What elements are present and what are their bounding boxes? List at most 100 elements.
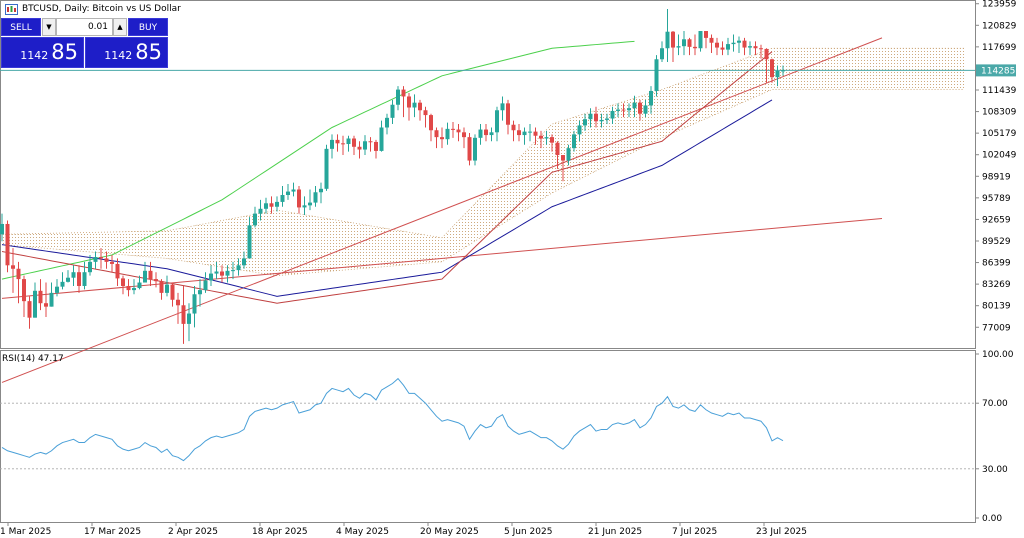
candle-body [313, 192, 318, 203]
buy-price-small: 1142 [104, 49, 133, 62]
current-price-tag [976, 64, 1016, 77]
volume-input[interactable]: 0.01 [56, 18, 113, 36]
candle-body [539, 135, 543, 139]
candle-body [676, 46, 681, 48]
candle-body [264, 203, 268, 209]
price-tick-label: 105179 [982, 129, 1017, 139]
candle-body [418, 102, 422, 111]
candle-body [511, 124, 516, 131]
price-tick-label: 120829 [982, 21, 1017, 31]
candle-body [374, 141, 378, 151]
candle-body [720, 47, 725, 50]
price-tick-label: 83269 [982, 280, 1011, 290]
candle-body [407, 96, 411, 108]
candle-body [544, 137, 549, 139]
candle-body [588, 113, 593, 120]
candle-body [357, 146, 362, 150]
candle-body [737, 40, 741, 43]
candle-body [154, 279, 158, 282]
candle-body [214, 271, 219, 274]
candle-body [616, 109, 620, 111]
sell-price[interactable]: 1142 85 [1, 37, 84, 68]
volume-decrease-button[interactable]: ▼ [42, 18, 56, 36]
candle-body [16, 268, 21, 280]
price-tick-label: 98919 [982, 172, 1011, 182]
candle-body [621, 109, 626, 111]
cloud-upper-line [1, 47, 965, 239]
candle-body [627, 108, 631, 111]
candle-body [517, 130, 521, 136]
candle-body [242, 258, 246, 266]
candle-body [506, 103, 510, 125]
candle-body [731, 42, 736, 45]
candle-body [759, 48, 763, 50]
candle-body [148, 270, 153, 280]
candle-body [401, 89, 406, 97]
candle-body [440, 137, 444, 140]
candle-body [352, 138, 356, 147]
price-tick-label: 111439 [982, 86, 1017, 96]
candle-body [0, 223, 4, 235]
candle-body [324, 148, 329, 189]
candle-body [715, 42, 719, 48]
candle-body [269, 203, 274, 207]
candle-body [22, 279, 26, 302]
chart-title-bar: BTCUSD, Daily: Bitcoin vs US Dollar [4, 1, 181, 17]
rsi-tick-label: 30.00 [982, 465, 1008, 475]
candle-body [126, 285, 131, 291]
candle-body [577, 125, 582, 135]
candle-body [181, 305, 186, 324]
candle-body [753, 46, 758, 49]
candle-body [11, 265, 15, 269]
price-tick-label: 123959 [982, 0, 1017, 10]
trendline-1 [1, 217, 883, 299]
candle-body [368, 141, 373, 143]
candle-body [275, 201, 279, 207]
rsi-line [1, 377, 784, 462]
candle-body [121, 278, 125, 286]
chikou-span-line [1, 40, 635, 280]
sell-button[interactable]: SELL [1, 18, 41, 36]
candle-body [704, 31, 708, 38]
buy-button[interactable]: BUY [128, 18, 168, 36]
candle-body [528, 131, 532, 133]
candle-body [643, 105, 648, 114]
candle-body [478, 129, 483, 138]
candle-body [434, 130, 439, 138]
price-tick-label: 77009 [982, 323, 1011, 333]
candle-body [742, 40, 747, 48]
candle-body [610, 110, 615, 119]
candle-body [451, 128, 455, 130]
candle-body [473, 137, 477, 161]
candle-body [247, 225, 252, 259]
candle-body [665, 31, 670, 49]
volume-increase-button[interactable]: ▲ [113, 18, 127, 36]
current-price-tag-label: 114285 [981, 66, 1015, 76]
candle-body [33, 290, 37, 318]
candle-body [302, 205, 307, 208]
candle-body [253, 213, 257, 226]
candle-body [687, 39, 692, 47]
time-tick-label: 18 Apr 2025 [252, 527, 308, 537]
buy-price[interactable]: 1142 85 [85, 37, 168, 68]
rsi-title: RSI(14) 47.17 [2, 354, 64, 364]
candle-body [286, 191, 290, 196]
candle-body [566, 148, 571, 161]
candle-body [599, 119, 604, 122]
time-tick-label: 23 Jul 2025 [756, 527, 807, 537]
price-tick-label: 86399 [982, 259, 1011, 269]
candle-body [335, 139, 340, 144]
candle-body [319, 188, 323, 193]
kijun-sen-line [1, 99, 773, 297]
time-tick-label: 2 Apr 2025 [168, 527, 218, 537]
candle-body [654, 59, 659, 91]
candle-body [66, 277, 70, 282]
candle-body [555, 142, 560, 156]
candle-body [390, 104, 395, 118]
candle-body [561, 155, 565, 161]
candle-body [456, 129, 461, 133]
candle-body [423, 110, 428, 116]
candle-body [671, 31, 675, 48]
candle-body [330, 139, 334, 149]
